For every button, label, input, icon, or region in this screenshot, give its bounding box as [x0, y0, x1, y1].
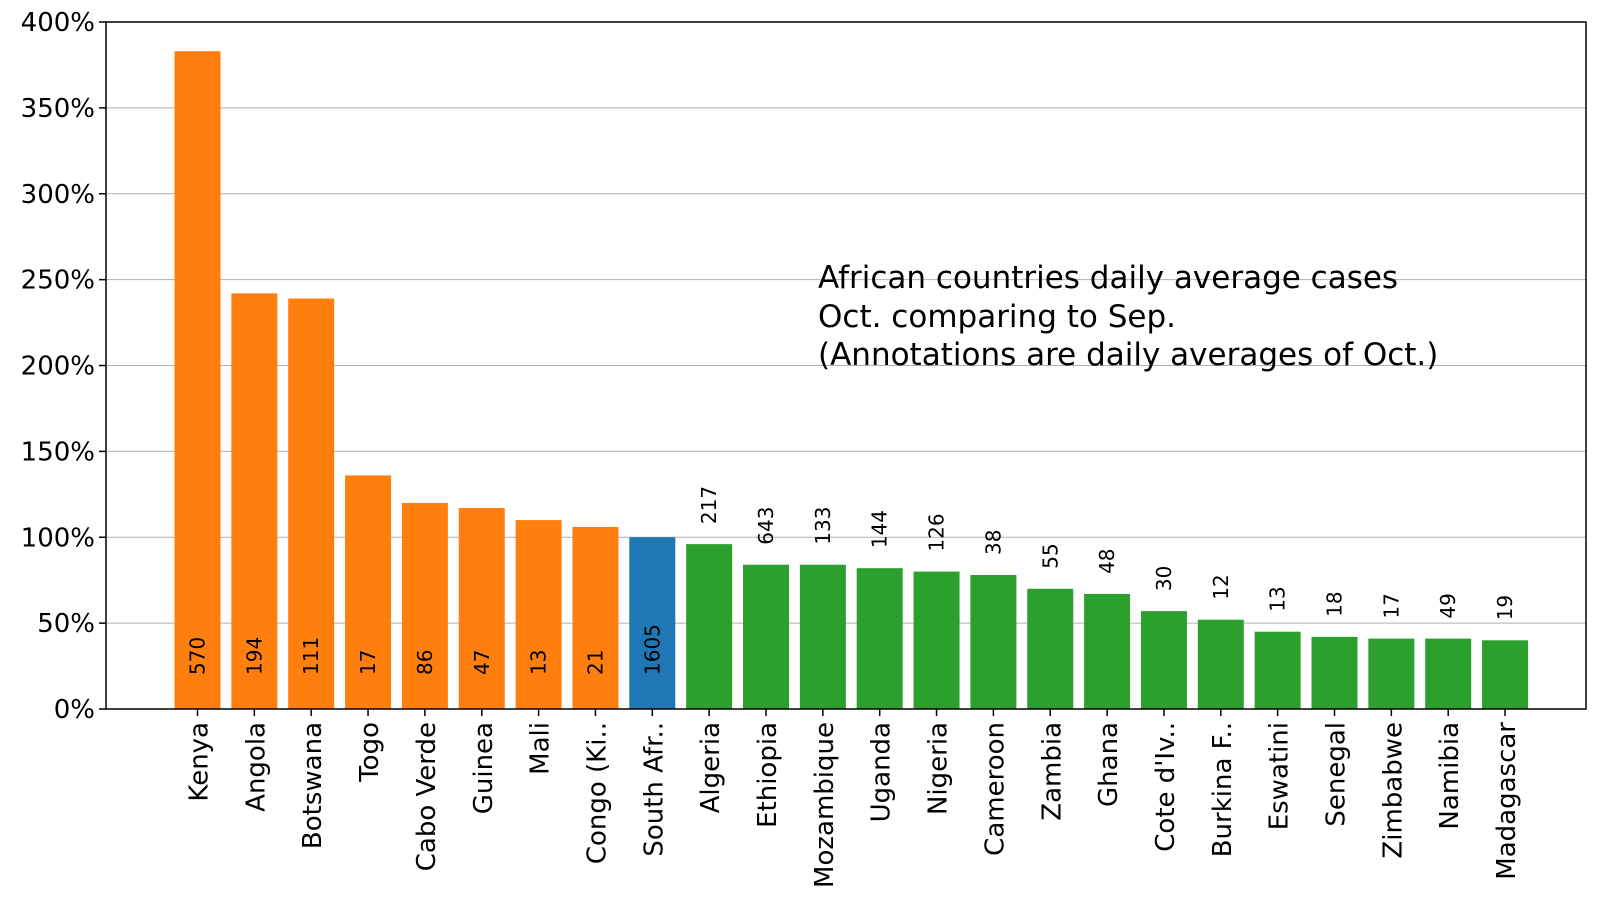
y-tick-label: 350% — [21, 94, 95, 124]
x-tick-label: Mali — [526, 722, 556, 775]
bar-algeria — [686, 544, 733, 709]
bars — [174, 51, 1529, 709]
bar-annotation: 47 — [470, 650, 494, 675]
bar-annotation: 49 — [1436, 593, 1460, 618]
bar-annotation: 126 — [925, 513, 949, 551]
bar-cameroon — [970, 575, 1017, 709]
x-tick-label: Cabo Verde — [412, 722, 442, 871]
x-tick-label: Guinea — [469, 722, 499, 814]
bar-guinea — [458, 508, 505, 709]
x-tick-label: Cameroon — [980, 722, 1010, 856]
bar-annotation: 48 — [1095, 548, 1119, 573]
bar-annotation: 570 — [186, 637, 210, 675]
bar-annotation: 13 — [1266, 586, 1290, 611]
bar-zimbabwe — [1368, 638, 1415, 709]
bar-burkina-f — [1197, 619, 1244, 709]
x-tick-label: Zambia — [1037, 722, 1067, 821]
bar-annotation: 111 — [299, 637, 323, 675]
y-tick-label: 0% — [54, 695, 95, 725]
bar-mozambique — [799, 564, 846, 709]
x-tick-label: Congo (Ki.. — [582, 722, 612, 864]
bar-angola — [231, 293, 278, 709]
bar-annotation: 21 — [583, 650, 607, 675]
bar-annotation: 1605 — [640, 624, 664, 675]
bar-annotation: 38 — [981, 530, 1005, 555]
bar-mali — [515, 520, 562, 709]
bar-congo-ki — [572, 526, 619, 709]
y-axis-ticks: 0% 50% 100% 150% 200% 250% 300% 350% 400% — [21, 8, 106, 725]
x-tick-label: Togo — [355, 722, 385, 783]
bar-south-afr — [629, 537, 676, 709]
x-tick-label: Madagascar — [1492, 722, 1522, 880]
bar-kenya — [174, 51, 221, 709]
x-axis-ticks: Kenya Angola Botswana Togo Cabo Verde Guinea M… — [185, 709, 1522, 888]
x-tick-label: Namibia — [1435, 722, 1465, 830]
x-tick-label: Uganda — [867, 722, 897, 822]
x-tick-label: Kenya — [185, 722, 215, 802]
bar-annotation: 194 — [242, 637, 266, 675]
bar-annotation: 86 — [413, 650, 437, 675]
bar-eswatini — [1254, 631, 1301, 709]
bar-annotation: 144 — [868, 510, 892, 548]
x-tick-label: Ethiopia — [753, 722, 783, 828]
x-tick-label: Nigeria — [924, 722, 954, 815]
title-line-2: Oct. comparing to Sep. — [818, 299, 1176, 335]
bar-namibia — [1425, 638, 1472, 709]
x-tick-label: Burkina F.. — [1208, 722, 1238, 857]
bar-annotation: 19 — [1493, 595, 1517, 620]
y-tick-label: 300% — [21, 180, 95, 210]
x-tick-label: Mozambique — [810, 722, 840, 888]
title-line-3: (Annotations are daily averages of Oct.) — [818, 337, 1438, 373]
bar-annotation: 12 — [1209, 574, 1233, 599]
bar-annotation: 30 — [1152, 566, 1176, 591]
bar-zambia — [1027, 588, 1074, 709]
bar-senegal — [1311, 636, 1358, 709]
bar-togo — [345, 475, 392, 709]
bar-ghana — [1084, 593, 1131, 709]
y-tick-label: 100% — [21, 523, 95, 553]
bar-annotation: 18 — [1323, 591, 1347, 616]
x-tick-label: Senegal — [1322, 722, 1352, 827]
x-tick-label: Ghana — [1094, 722, 1124, 807]
bar-annotation: 217 — [697, 486, 721, 524]
bar-annotation: 133 — [811, 507, 835, 545]
bar-annotation: 13 — [527, 650, 551, 675]
bar-annotation: 17 — [356, 650, 380, 675]
x-tick-label: Zimbabwe — [1378, 722, 1408, 859]
bar-madagascar — [1482, 640, 1529, 709]
chart-title: African countries daily average cases Oc… — [818, 260, 1438, 373]
x-tick-label: Angola — [241, 722, 271, 812]
bar-cabo-verde — [401, 502, 448, 709]
title-line-1: African countries daily average cases — [818, 260, 1398, 296]
bar-botswana — [288, 298, 335, 709]
y-tick-label: 200% — [21, 352, 95, 382]
y-tick-label: 250% — [21, 266, 95, 296]
bar-annotation: 55 — [1038, 543, 1062, 568]
x-tick-label: Algeria — [696, 722, 726, 813]
y-tick-label: 400% — [21, 8, 95, 38]
y-tick-label: 150% — [21, 437, 95, 467]
bar-nigeria — [913, 571, 960, 709]
bar-cote-d-iv — [1140, 611, 1187, 709]
bar-annotations: 570 194 111 17 86 47 13 21 1605 217 643 133 144 126 38… — [186, 486, 1518, 675]
bar-annotation: 17 — [1379, 593, 1403, 618]
x-tick-label: South Afr.. — [639, 722, 669, 857]
bar-ethiopia — [743, 564, 789, 709]
bar-uganda — [856, 568, 903, 709]
x-tick-label: Cote d'Iv.. — [1151, 722, 1181, 852]
x-tick-label: Eswatini — [1265, 722, 1295, 830]
x-tick-label: Botswana — [298, 722, 328, 849]
y-tick-label: 50% — [37, 609, 95, 639]
bar-annotation: 643 — [754, 507, 778, 545]
